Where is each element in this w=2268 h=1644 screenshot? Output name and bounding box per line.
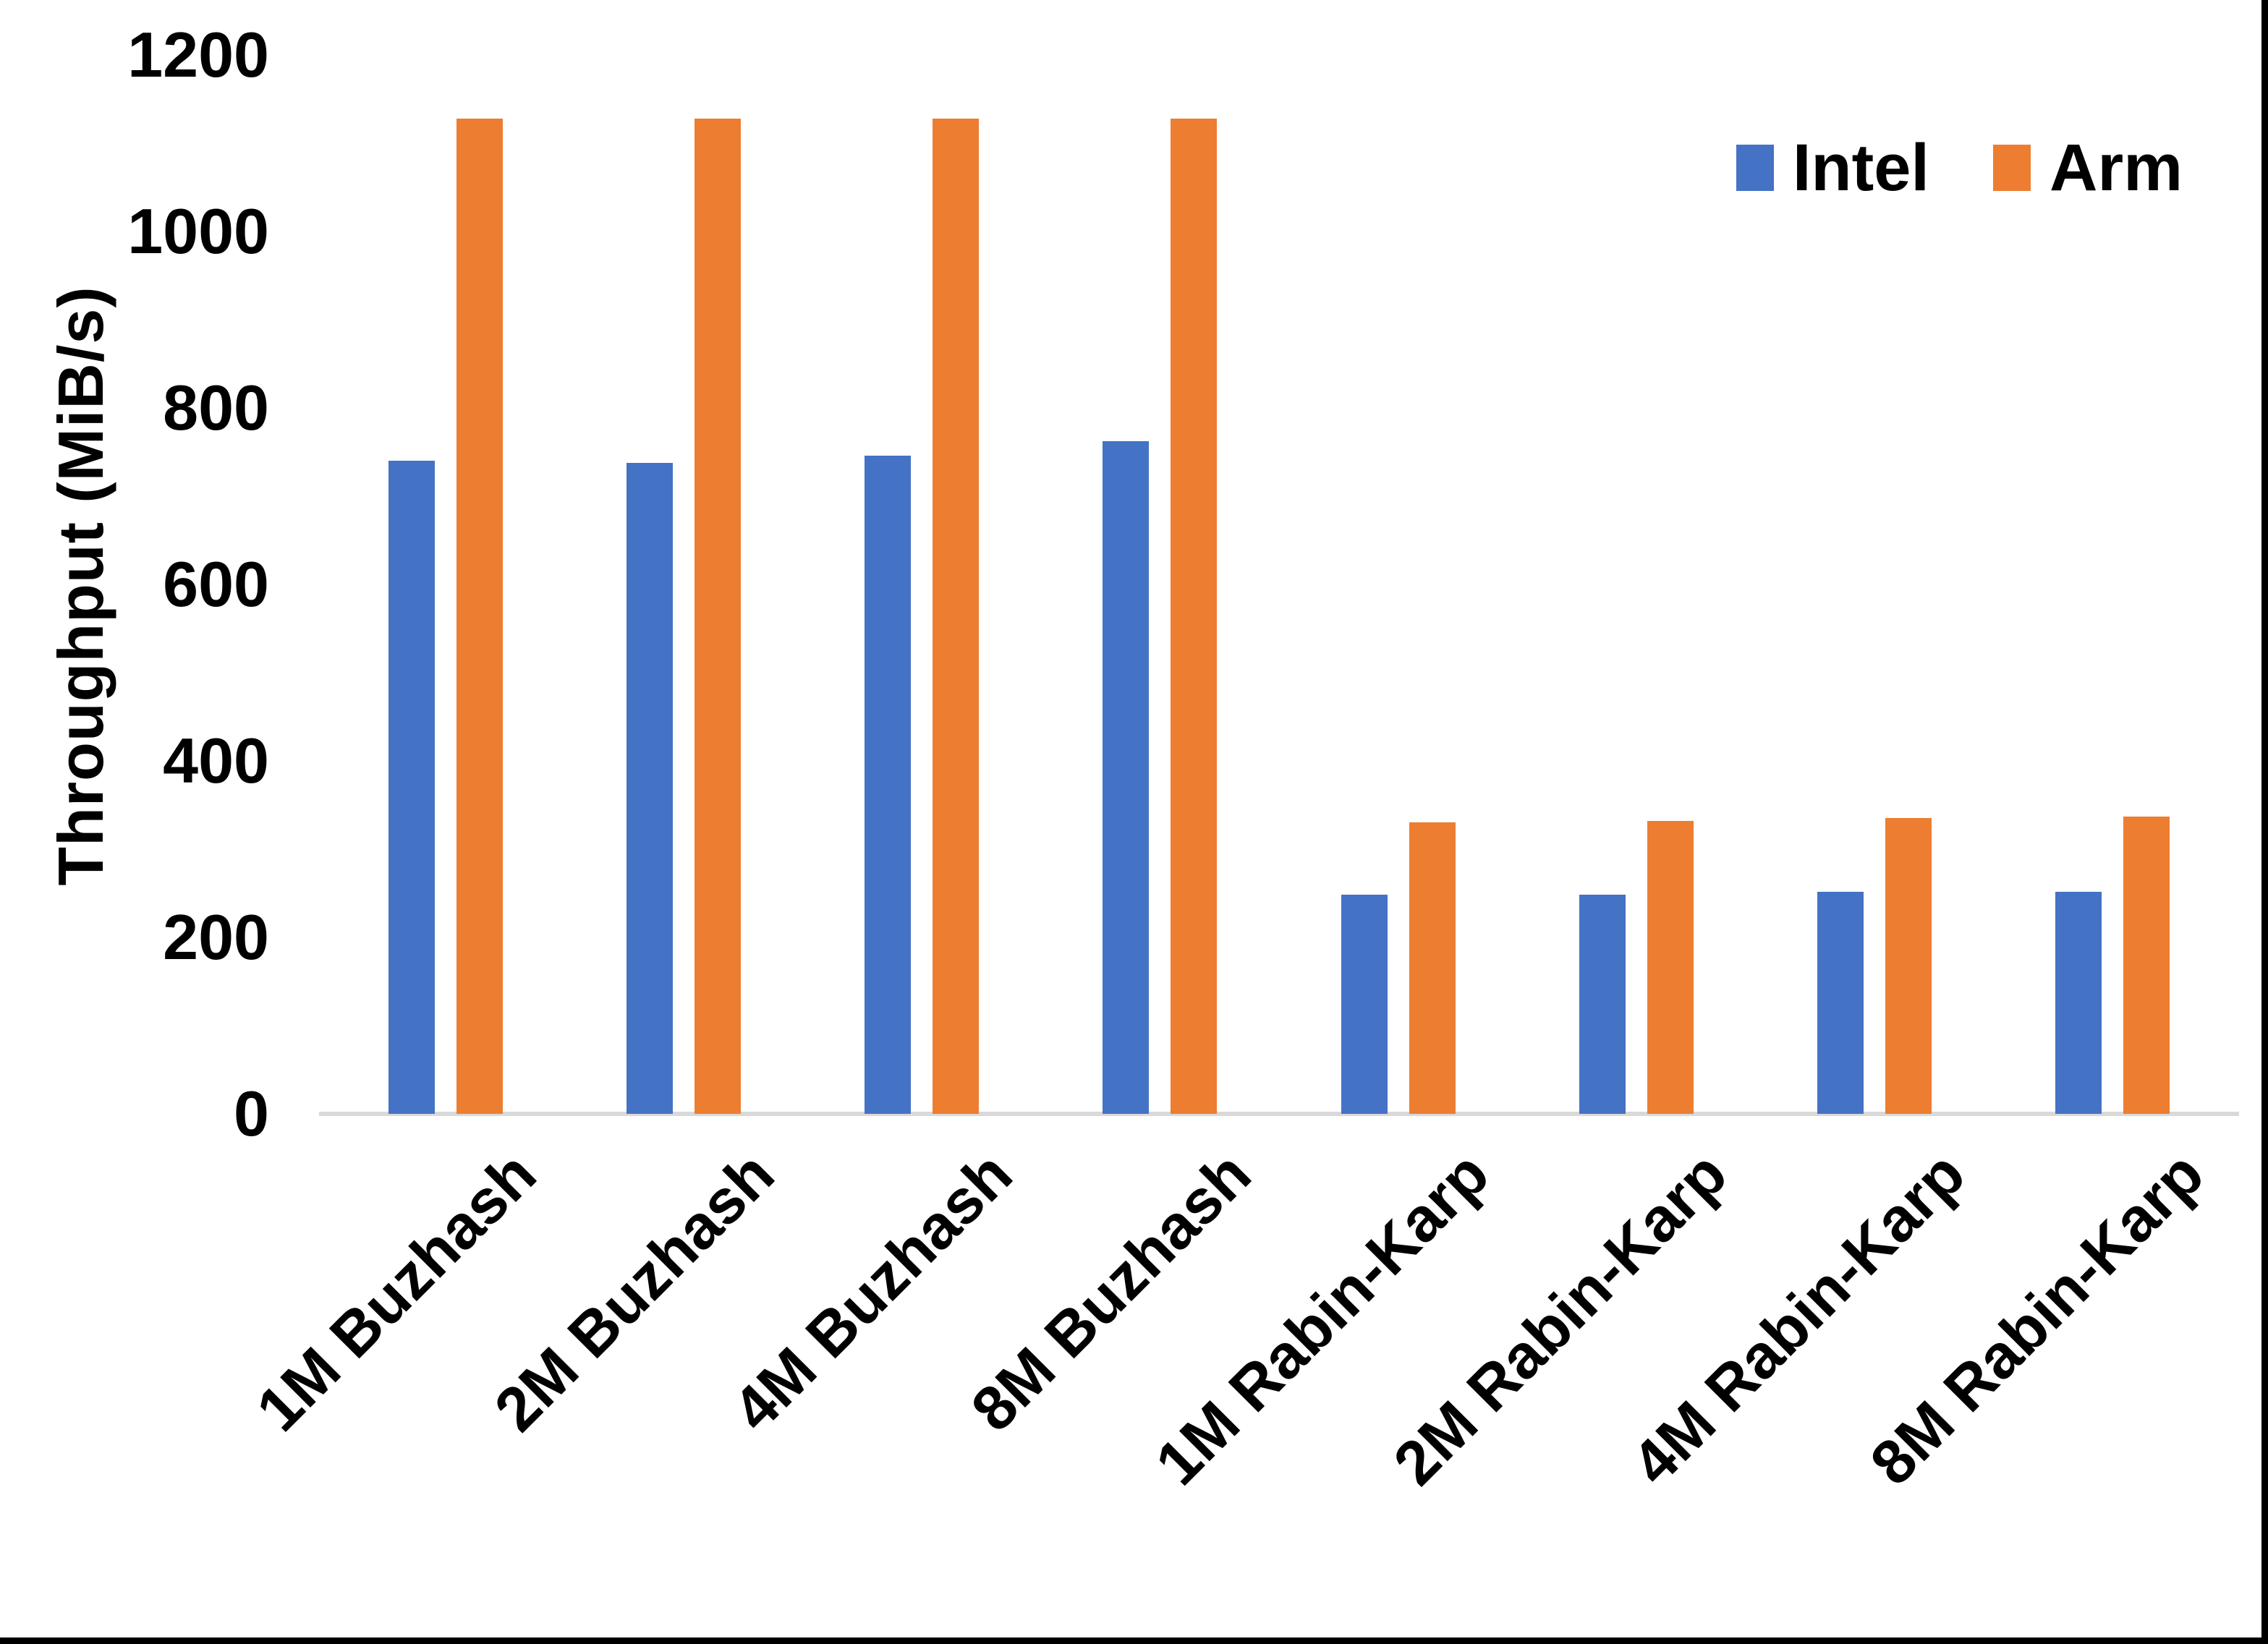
legend: Intel Arm xyxy=(1736,135,2183,201)
bar-group-8M Rabin-Karp xyxy=(1994,55,2232,1114)
legend-swatch-arm xyxy=(1992,145,2031,191)
x-axis-line xyxy=(319,1112,2239,1116)
y-tick-label-200: 200 xyxy=(163,901,269,973)
bar-arm-1M Buzhash xyxy=(456,118,503,1114)
legend-swatch-intel xyxy=(1736,145,1774,191)
screen-edge-bottom xyxy=(0,1637,2268,1644)
x-category-label-8M Rabin-Karp: 8M Rabin-Karp xyxy=(1856,1138,2217,1499)
plot-area xyxy=(319,55,2239,1116)
legend-label-arm: Arm xyxy=(2049,131,2183,205)
bar-arm-2M Rabin-Karp xyxy=(1647,820,1694,1114)
bar-intel-8M Buzhash xyxy=(1103,441,1150,1114)
bar-group-4M Buzhash xyxy=(803,55,1041,1114)
bar-group-8M Buzhash xyxy=(1041,55,1279,1114)
bar-arm-8M Buzhash xyxy=(1171,118,1218,1114)
bar-intel-1M Rabin-Karp xyxy=(1341,895,1388,1114)
bar-arm-1M Rabin-Karp xyxy=(1409,822,1456,1114)
bar-group-2M Buzhash xyxy=(564,55,802,1114)
bar-group-1M Buzhash xyxy=(326,55,564,1114)
bar-intel-2M Buzhash xyxy=(626,462,673,1114)
bar-group-1M Rabin-Karp xyxy=(1279,55,1517,1114)
y-tick-label-1200: 1200 xyxy=(127,19,269,90)
legend-item-arm: Arm xyxy=(1992,131,2183,205)
bar-intel-2M Rabin-Karp xyxy=(1579,895,1626,1114)
bar-group-4M Rabin-Karp xyxy=(1756,55,1994,1114)
y-tick-label-400: 400 xyxy=(163,725,269,796)
legend-item-intel: Intel xyxy=(1736,135,1929,201)
bar-arm-4M Rabin-Karp xyxy=(1885,818,1932,1114)
x-category-label-2M Buzhash: 2M Buzhash xyxy=(481,1138,788,1445)
bar-group-2M Rabin-Karp xyxy=(1517,55,1755,1114)
bar-intel-4M Buzhash xyxy=(865,455,912,1114)
y-tick-label-0: 0 xyxy=(234,1078,269,1149)
y-tick-label-800: 800 xyxy=(163,372,269,443)
bar-intel-1M Buzhash xyxy=(388,461,435,1114)
x-category-label-1M Buzhash: 1M Buzhash xyxy=(243,1138,550,1445)
bar-arm-8M Rabin-Karp xyxy=(2123,816,2170,1114)
x-category-label-4M Rabin-Karp: 4M Rabin-Karp xyxy=(1618,1138,1979,1499)
y-axis-tick-labels: 0 200 400 600 800 1000 1200 xyxy=(0,0,269,1644)
x-category-label-4M Buzhash: 4M Buzhash xyxy=(720,1138,1026,1445)
x-category-label-1M Rabin-Karp: 1M Rabin-Karp xyxy=(1142,1138,1503,1499)
legend-label-intel: Intel xyxy=(1792,131,1929,205)
bar-arm-2M Buzhash xyxy=(694,118,741,1114)
y-tick-label-600: 600 xyxy=(163,548,269,620)
bar-intel-8M Rabin-Karp xyxy=(2055,891,2102,1114)
bar-arm-4M Buzhash xyxy=(933,118,980,1114)
screen-edge-right xyxy=(2261,0,2268,1644)
bar-intel-4M Rabin-Karp xyxy=(1817,891,1864,1114)
x-category-label-2M Rabin-Karp: 2M Rabin-Karp xyxy=(1380,1138,1741,1499)
x-category-label-8M Buzhash: 8M Buzhash xyxy=(958,1138,1264,1445)
bar-groups xyxy=(326,55,2232,1114)
y-tick-label-1000: 1000 xyxy=(127,195,269,267)
